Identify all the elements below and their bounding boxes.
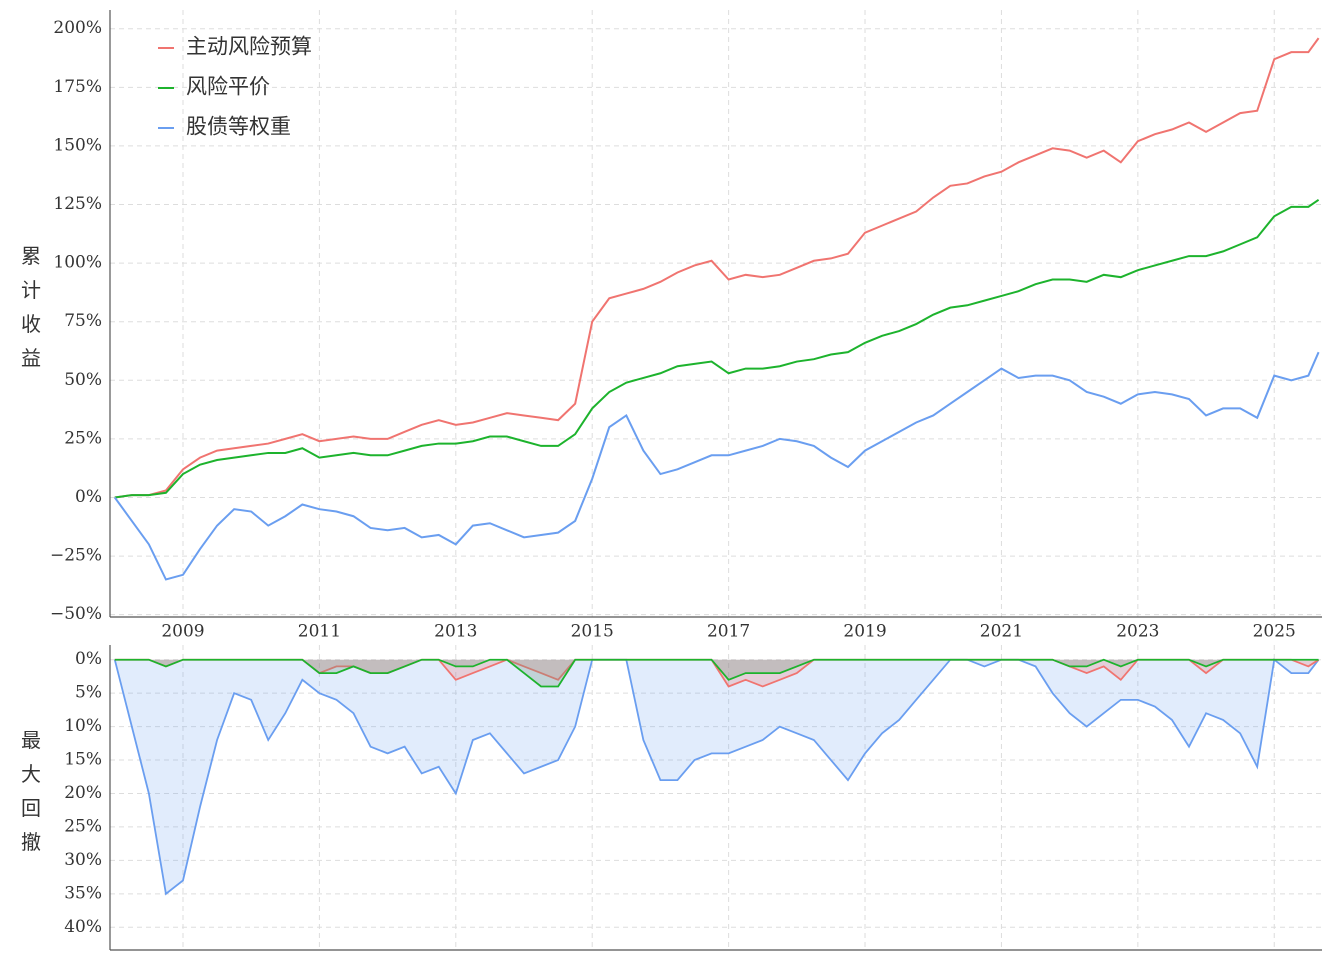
- series-line: [114, 37, 1320, 499]
- y-tick-label: 10%: [64, 716, 102, 736]
- y-tick-label: 40%: [64, 917, 102, 937]
- y-tick-label: 25%: [64, 816, 102, 836]
- y-axis-label: 累计收益: [18, 246, 42, 382]
- y-tick-label: 20%: [64, 783, 102, 803]
- x-tick-label: 2013: [434, 622, 477, 642]
- y-tick-label: 35%: [64, 883, 102, 903]
- y-tick-label: 75%: [64, 311, 102, 331]
- legend-label: 风险平价: [186, 75, 270, 99]
- y-tick-label: −50%: [50, 604, 102, 624]
- series-line: [113, 658, 1320, 896]
- x-tick-label: 2017: [707, 622, 750, 642]
- series-area: [114, 659, 1319, 894]
- y-axis-label: 最大回撤: [18, 730, 42, 866]
- y-tick-label: 0%: [75, 649, 102, 669]
- legend-label: 股债等权重: [186, 115, 291, 139]
- y-tick-label: −25%: [50, 546, 102, 566]
- y-tick-label: 125%: [53, 194, 102, 214]
- y-tick-label: 0%: [75, 487, 102, 507]
- x-tick-label: 2025: [1253, 622, 1296, 642]
- x-tick-label: 2023: [1116, 622, 1159, 642]
- x-tick-label: 2011: [298, 622, 341, 642]
- y-tick-label: 5%: [75, 683, 102, 703]
- y-tick-label: 15%: [64, 750, 102, 770]
- x-tick-label: 2015: [571, 622, 614, 642]
- series-line: [113, 351, 1320, 581]
- x-tick-label: 2021: [980, 622, 1023, 642]
- y-tick-label: 175%: [53, 77, 102, 97]
- series-line: [114, 658, 1319, 688]
- legend-label: 主动风险预算: [186, 35, 312, 59]
- y-tick-label: 50%: [64, 370, 102, 390]
- x-tick-label: 2009: [161, 622, 204, 642]
- y-tick-label: 200%: [53, 18, 102, 38]
- y-tick-label: 25%: [64, 428, 102, 448]
- y-tick-label: 30%: [64, 850, 102, 870]
- y-tick-label: 150%: [53, 135, 102, 155]
- x-tick-label: 2019: [843, 622, 886, 642]
- y-tick-label: 100%: [53, 253, 102, 273]
- series-line: [114, 199, 1320, 499]
